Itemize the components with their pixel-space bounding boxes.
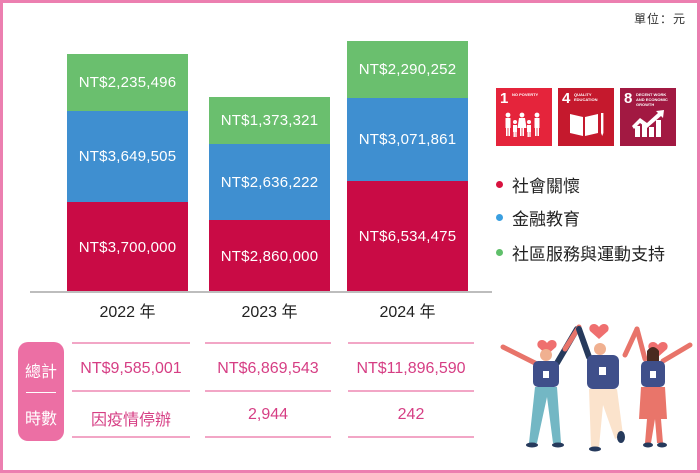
table-rule	[72, 390, 190, 392]
volunteers-illustration	[500, 324, 693, 452]
bar-2024: NT$2,290,252 NT$3,071,861 NT$6,534,475	[347, 41, 468, 292]
bar-segment-community: NT$1,373,321	[209, 97, 330, 144]
legend-dot-green	[496, 249, 503, 256]
row-label-hours: 時數	[24, 409, 57, 428]
growth-chart-icon	[632, 110, 664, 137]
legend-dot-blue	[496, 214, 503, 221]
sdg-8-decent-work: 8 DECENT WORK AND ECONOMIC GROWTH	[620, 88, 676, 146]
legend-dot-red	[496, 181, 503, 188]
total-2023: NT$6,869,543	[217, 360, 319, 377]
bar-segment-finance-education: NT$2,636,222	[209, 144, 330, 220]
sdg-4-quality-education: 4 QUALITY EDUCATION	[558, 88, 614, 146]
legend-item-finance-education: 金融教育	[496, 205, 580, 230]
bar-segment-community: NT$2,290,252	[347, 41, 468, 98]
bar-2022: NT$2,235,496 NT$3,649,505 NT$3,700,000	[67, 54, 188, 292]
table-row-labels: 總計 時數	[18, 342, 64, 441]
table-rule	[72, 436, 190, 438]
hours-2024: 242	[397, 406, 425, 423]
table-rule	[205, 342, 331, 344]
table-rule	[348, 436, 474, 438]
volunteer-middle	[576, 326, 640, 452]
unit-label: 單位：元	[633, 12, 686, 26]
x-axis-baseline	[30, 291, 492, 293]
row-label-total: 總計	[24, 362, 57, 381]
row-label-divider	[26, 392, 56, 393]
bar-segment-finance-education: NT$3,649,505	[67, 111, 188, 202]
legend-item-social-care: 社會關懷	[496, 172, 580, 197]
bar-2023: NT$1,373,321 NT$2,636,222 NT$2,860,000	[209, 97, 330, 292]
x-tick-2024: 2024 年	[379, 304, 436, 321]
x-tick-2023: 2023 年	[241, 304, 298, 321]
table-rule	[205, 390, 331, 392]
bar-segment-community: NT$2,235,496	[67, 54, 188, 111]
volunteer-right	[634, 326, 693, 448]
heart-icon	[537, 324, 668, 357]
table-rule	[348, 390, 474, 392]
bar-segment-social-care: NT$3,700,000	[67, 202, 188, 292]
x-tick-2022: 2022 年	[99, 304, 156, 321]
hours-2022: 因疫情停辦	[90, 412, 171, 429]
legend-item-community-sports: 社區服務與運動支持	[496, 240, 665, 265]
bar-segment-social-care: NT$6,534,475	[347, 181, 468, 292]
family-icon	[505, 112, 540, 137]
book-pencil-icon	[570, 113, 604, 136]
table-rule	[348, 342, 474, 344]
hours-2023: 2,944	[247, 406, 289, 423]
total-2024: NT$11,896,590	[356, 360, 466, 377]
total-2022: NT$9,585,001	[80, 360, 182, 377]
bar-segment-finance-education: NT$3,071,861	[347, 98, 468, 181]
bar-segment-social-care: NT$2,860,000	[209, 220, 330, 292]
table-rule	[72, 342, 190, 344]
table-rule	[205, 436, 331, 438]
volunteer-left	[500, 324, 582, 448]
sdg-1-no-poverty: 1 NO POVERTY	[496, 88, 552, 146]
